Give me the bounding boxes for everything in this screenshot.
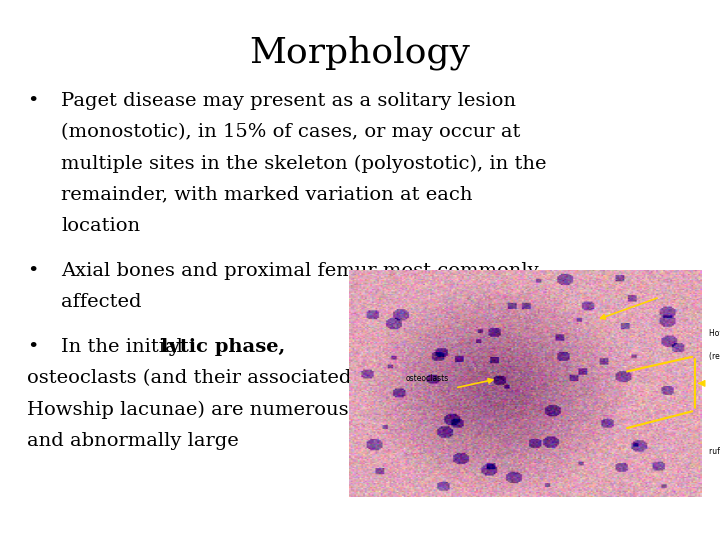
Text: (resorption pits): (resorption pits) [709,352,720,361]
Text: remainder, with marked variation at each: remainder, with marked variation at each [61,186,473,204]
Text: Paget disease may present as a solitary lesion: Paget disease may present as a solitary … [61,92,516,110]
Text: •: • [27,262,39,280]
Text: In the initial: In the initial [61,338,189,356]
Text: (monostotic), in 15% of cases, or may occur at: (monostotic), in 15% of cases, or may oc… [61,123,521,141]
Text: osteoclasts (and their associated: osteoclasts (and their associated [27,369,352,387]
Text: ruffled border: ruffled border [709,447,720,456]
Text: Morphology: Morphology [250,35,470,70]
Text: Howship lacunae) are numerous: Howship lacunae) are numerous [27,401,349,419]
Text: and abnormally large: and abnormally large [27,432,239,450]
Text: affected: affected [61,293,142,311]
Text: •: • [27,338,39,356]
Text: Howship lacunae: Howship lacunae [709,329,720,338]
Text: multiple sites in the skeleton (polyostotic), in the: multiple sites in the skeleton (polyosto… [61,154,546,173]
Text: Axial bones and proximal femur most commonly: Axial bones and proximal femur most comm… [61,262,539,280]
Text: osteoclasts: osteoclasts [405,374,449,383]
Text: location: location [61,217,140,235]
Text: lytic phase,: lytic phase, [161,338,285,356]
Text: •: • [27,92,39,110]
